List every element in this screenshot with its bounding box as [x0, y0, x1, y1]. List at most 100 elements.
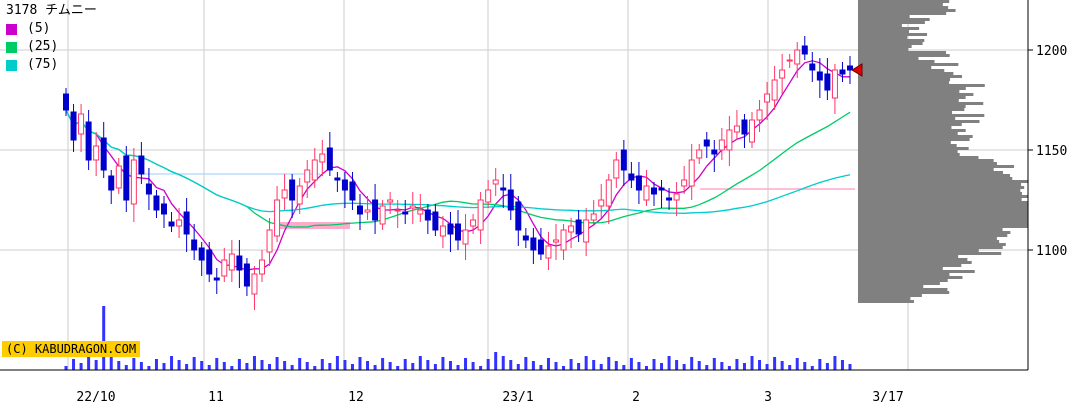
candle: [816, 58, 823, 98]
volume-bar: [833, 356, 837, 370]
volume-bar: [320, 359, 324, 370]
candle-body: [402, 211, 409, 215]
volume-bar: [79, 363, 83, 370]
current-price-marker: [851, 63, 863, 77]
candle: [289, 174, 296, 218]
candle-body: [492, 179, 499, 185]
volume-bar: [328, 363, 332, 370]
volume-bar: [479, 366, 483, 370]
candle-body: [658, 187, 665, 191]
candle: [771, 66, 778, 110]
candle: [296, 178, 303, 214]
volume-profile-bar: [858, 9, 956, 12]
volume-profile-bar: [858, 249, 979, 252]
candle-body: [470, 219, 477, 227]
volume-profile-bar: [858, 45, 912, 48]
candle-body: [651, 187, 657, 195]
x-tick-label-3: 23/1: [502, 390, 533, 405]
volume-bar: [727, 366, 731, 370]
volume-profile-bar: [858, 264, 962, 267]
y-tick-label-0: 1100: [1036, 244, 1067, 259]
volume-bar: [215, 358, 219, 370]
candle: [470, 214, 477, 234]
candle-body: [575, 219, 582, 235]
candle-body: [236, 255, 243, 271]
volume-bar: [162, 363, 166, 370]
volume-profile-bar: [858, 282, 940, 285]
candle: [809, 52, 816, 82]
volume-bar: [252, 356, 256, 370]
ma75-label: (75): [27, 57, 59, 72]
volume-profile-bar: [858, 240, 1000, 243]
volume-bar: [750, 356, 754, 370]
chart-grid: [0, 0, 1028, 370]
volume-profile-bar: [858, 54, 950, 57]
candle-body: [349, 181, 356, 201]
ma5-label: (5): [27, 21, 51, 36]
volume-profile-bar: [858, 96, 966, 99]
volume-bar: [418, 356, 422, 370]
volume-bar: [456, 365, 460, 370]
volume-bar: [599, 364, 603, 370]
volume-profile-bar: [858, 114, 985, 117]
candle-body: [635, 175, 642, 191]
volume-bar: [411, 363, 415, 370]
candle-body: [786, 59, 793, 62]
copyright-label: (C) KABUDRAGON.COM: [2, 341, 141, 357]
candle: [364, 196, 371, 220]
candle: [673, 182, 680, 216]
candle: [666, 188, 673, 210]
volume-profile-bar: [858, 186, 1025, 189]
candle-body: [801, 45, 808, 55]
x-tick-label-0: 22/10: [76, 390, 115, 405]
volume-bar: [87, 348, 91, 370]
volume-bar: [464, 358, 468, 370]
candle-body: [756, 109, 763, 121]
volume-bar: [697, 361, 701, 370]
volume-profile-bar: [858, 210, 1028, 213]
volume-bar: [237, 359, 241, 370]
volume-profile-bar: [858, 252, 1002, 255]
volume-bar: [170, 356, 174, 370]
volume-profile-bar: [858, 213, 1028, 216]
volume-bar: [644, 366, 648, 370]
candle-body: [809, 63, 816, 71]
candle-body: [733, 125, 740, 133]
volume-profile-bar: [858, 183, 1022, 186]
volume-bar: [109, 357, 113, 370]
candle-body: [228, 253, 235, 271]
candle: [266, 218, 273, 266]
volume-profile-bar: [858, 105, 966, 108]
volume-profile-bar: [858, 111, 953, 114]
volume-profile-bar: [858, 153, 960, 156]
candle: [236, 240, 243, 288]
candle-body: [553, 239, 559, 243]
volume-profile-bar: [858, 108, 965, 111]
volume-profile-bar: [858, 171, 1004, 174]
volume-profile-bar: [858, 63, 959, 66]
candle-body: [326, 147, 333, 171]
candle: [168, 212, 175, 232]
volume-bar: [773, 357, 777, 370]
candle: [598, 184, 605, 218]
candle: [492, 168, 499, 196]
candle-body: [153, 195, 160, 211]
candle: [703, 132, 710, 158]
volume-profile-bar: [858, 228, 1003, 231]
candle-body: [590, 213, 597, 221]
candle: [756, 100, 763, 132]
candle-body: [628, 173, 635, 181]
candle-body: [100, 137, 107, 171]
volume-profile-bar: [858, 291, 950, 294]
volume-profile-bar: [858, 219, 1028, 222]
candle-body: [605, 179, 612, 207]
candle: [176, 208, 183, 238]
volume-profile-bar: [858, 234, 1008, 237]
volume-bar: [584, 356, 588, 370]
candle: [78, 104, 85, 152]
volume-profile-bar: [858, 246, 1003, 249]
volume-profile-bar: [858, 93, 974, 96]
volume-bar: [546, 358, 550, 370]
candle-body: [424, 209, 431, 221]
volume-bar: [554, 362, 558, 370]
